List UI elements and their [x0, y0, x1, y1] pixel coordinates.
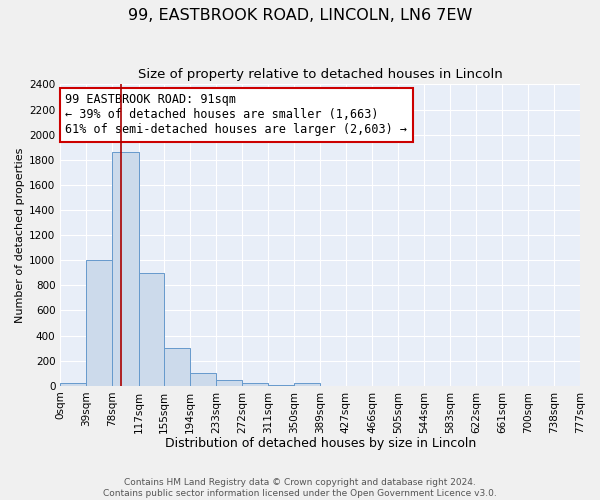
Title: Size of property relative to detached houses in Lincoln: Size of property relative to detached ho… [138, 68, 503, 80]
Bar [164, 348, 190, 386]
Bar [216, 380, 242, 386]
Text: 99 EASTBROOK ROAD: 91sqm
← 39% of detached houses are smaller (1,663)
61% of sem: 99 EASTBROOK ROAD: 91sqm ← 39% of detach… [65, 94, 407, 136]
Bar [86, 260, 112, 386]
Text: 99, EASTBROOK ROAD, LINCOLN, LN6 7EW: 99, EASTBROOK ROAD, LINCOLN, LN6 7EW [128, 8, 472, 22]
Bar [60, 384, 86, 386]
Bar [190, 374, 216, 386]
Bar [112, 152, 139, 386]
Bar [242, 384, 268, 386]
Bar [268, 384, 295, 386]
Bar [295, 384, 320, 386]
Text: Contains HM Land Registry data © Crown copyright and database right 2024.
Contai: Contains HM Land Registry data © Crown c… [103, 478, 497, 498]
X-axis label: Distribution of detached houses by size in Lincoln: Distribution of detached houses by size … [164, 437, 476, 450]
Bar [139, 273, 164, 386]
Y-axis label: Number of detached properties: Number of detached properties [15, 148, 25, 323]
